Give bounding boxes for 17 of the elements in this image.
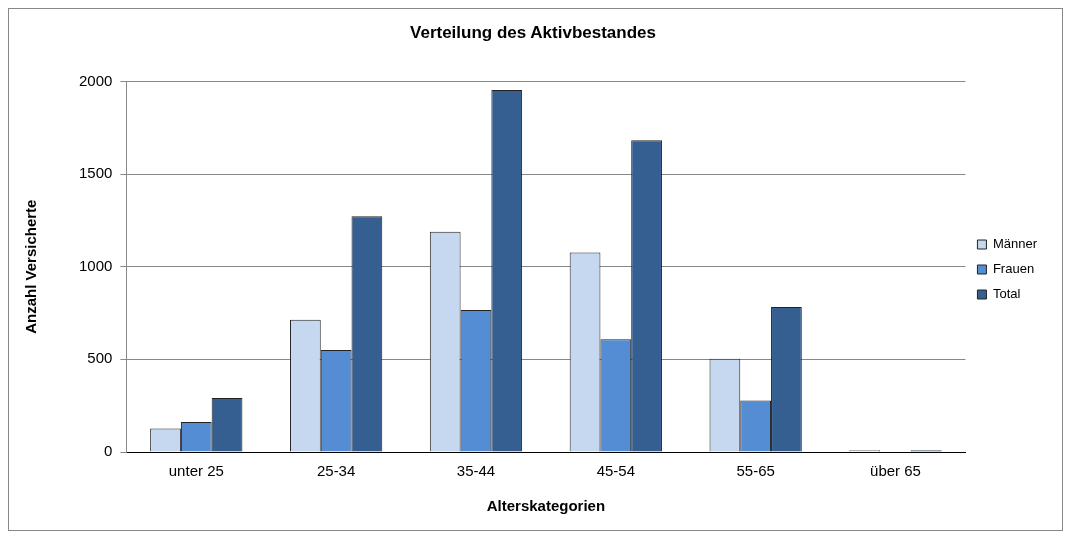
x-tick-label: 35-44: [456, 462, 496, 480]
legend-label: Total: [992, 286, 1021, 302]
y-tick-label: 1500: [78, 164, 113, 182]
chart-title: Verteilung des Aktivbestandes: [410, 22, 656, 42]
y-tick-label: 1000: [78, 256, 113, 274]
legend-label: Männer: [992, 236, 1038, 252]
y-axis-title: Anzahl Versicherte: [22, 199, 40, 334]
y-tick-label: 0: [104, 442, 113, 460]
x-tick-label: 25-34: [316, 462, 356, 480]
x-tick-label: unter 25: [168, 462, 224, 480]
x-tick-label: über 65: [870, 462, 921, 480]
x-axis-title: Alterskategorien: [486, 497, 606, 515]
x-tick-label: 55-65: [736, 462, 775, 480]
x-tick-label: 45-54: [596, 462, 635, 480]
y-tick-label: 2000: [78, 71, 113, 89]
y-tick-label: 500: [87, 349, 113, 367]
legend-label: Frauen: [992, 261, 1035, 277]
